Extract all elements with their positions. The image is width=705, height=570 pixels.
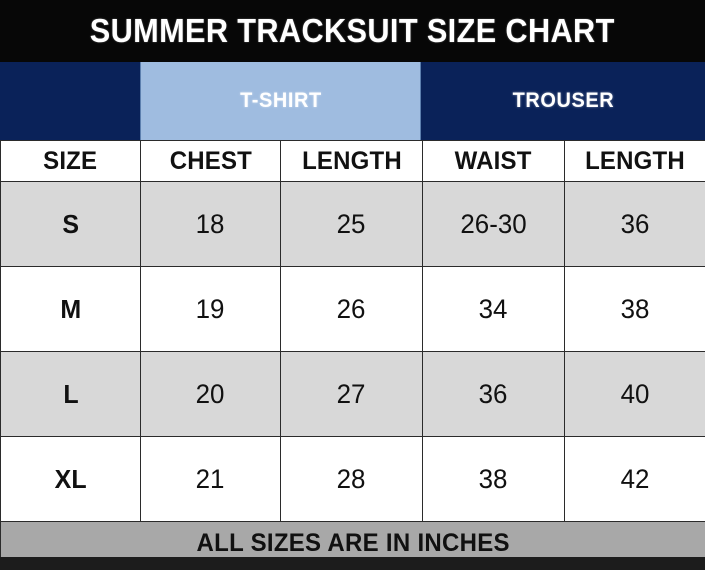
cell-chest-value: 21 <box>196 463 225 494</box>
cell-tshirt-length: 26 <box>280 266 423 352</box>
cell-tshirt-length-value: 25 <box>337 208 366 239</box>
cell-chest: 18 <box>140 181 281 267</box>
cell-size-value: S <box>62 208 79 239</box>
cell-trouser-length: 40 <box>564 351 705 437</box>
column-header-chest-label: CHEST <box>169 146 252 175</box>
cell-waist-value: 36 <box>479 378 508 409</box>
category-trouser-label: TROUSER <box>512 89 614 112</box>
table-header-row: SIZE CHEST LENGTH WAIST LENGTH <box>0 140 705 182</box>
column-header-chest: CHEST <box>140 140 281 182</box>
cell-waist-value: 38 <box>479 463 508 494</box>
column-header-tshirt-length-label: LENGTH <box>301 146 402 175</box>
cell-trouser-length: 38 <box>564 266 705 352</box>
column-header-size-label: SIZE <box>43 146 98 175</box>
bottom-strip <box>0 557 705 570</box>
cell-chest-value: 18 <box>196 208 225 239</box>
cell-tshirt-length: 27 <box>280 351 423 437</box>
column-header-waist-label: WAIST <box>455 146 532 175</box>
column-header-trouser-length: LENGTH <box>564 140 705 182</box>
cell-trouser-length-value: 40 <box>620 378 650 409</box>
cell-size: M <box>0 266 141 352</box>
size-table: SIZE CHEST LENGTH WAIST LENGTH S 18 25 2… <box>0 140 705 565</box>
cell-waist-value: 34 <box>479 293 508 324</box>
cell-waist: 34 <box>422 266 565 352</box>
category-tshirt: T-SHIRT <box>140 62 421 140</box>
category-trouser: TROUSER <box>421 62 705 140</box>
page-title: SUMMER TRACKSUIT SIZE CHART <box>90 12 615 49</box>
cell-tshirt-length: 25 <box>280 181 423 267</box>
cell-tshirt-length-value: 28 <box>337 463 366 494</box>
cell-tshirt-length-value: 26 <box>337 293 366 324</box>
cell-waist: 36 <box>422 351 565 437</box>
cell-chest: 19 <box>140 266 281 352</box>
cell-tshirt-length: 28 <box>280 436 423 522</box>
column-header-tshirt-length: LENGTH <box>280 140 423 182</box>
cell-size-value: L <box>62 378 79 409</box>
cell-chest-value: 19 <box>196 293 225 324</box>
cell-chest-value: 20 <box>196 378 225 409</box>
category-spacer <box>0 62 140 140</box>
cell-size: XL <box>0 436 141 522</box>
table-row: S 18 25 26-30 36 <box>0 181 705 267</box>
cell-size: S <box>0 181 141 267</box>
cell-trouser-length-value: 38 <box>620 293 650 324</box>
column-header-trouser-length-label: LENGTH <box>585 146 685 175</box>
cell-size-value: XL <box>54 463 87 494</box>
category-header-band: T-SHIRT TROUSER <box>0 62 705 140</box>
cell-trouser-length-value: 36 <box>620 208 650 239</box>
cell-size: L <box>0 351 141 437</box>
cell-tshirt-length-value: 27 <box>337 378 366 409</box>
cell-waist: 38 <box>422 436 565 522</box>
cell-waist-value: 26-30 <box>460 208 527 239</box>
cell-trouser-length-value: 42 <box>620 463 650 494</box>
units-note-label: ALL SIZES ARE IN INCHES <box>196 528 510 557</box>
table-row: XL 21 28 38 42 <box>0 436 705 522</box>
cell-chest: 21 <box>140 436 281 522</box>
category-tshirt-label: T-SHIRT <box>239 89 322 112</box>
column-header-waist: WAIST <box>422 140 565 182</box>
cell-waist: 26-30 <box>422 181 565 267</box>
chart-title-bar: SUMMER TRACKSUIT SIZE CHART <box>0 0 705 62</box>
cell-trouser-length: 42 <box>564 436 705 522</box>
table-row: M 19 26 34 38 <box>0 266 705 352</box>
column-header-size: SIZE <box>0 140 141 182</box>
cell-trouser-length: 36 <box>564 181 705 267</box>
table-row: L 20 27 36 40 <box>0 351 705 437</box>
cell-size-value: M <box>60 293 81 324</box>
cell-chest: 20 <box>140 351 281 437</box>
